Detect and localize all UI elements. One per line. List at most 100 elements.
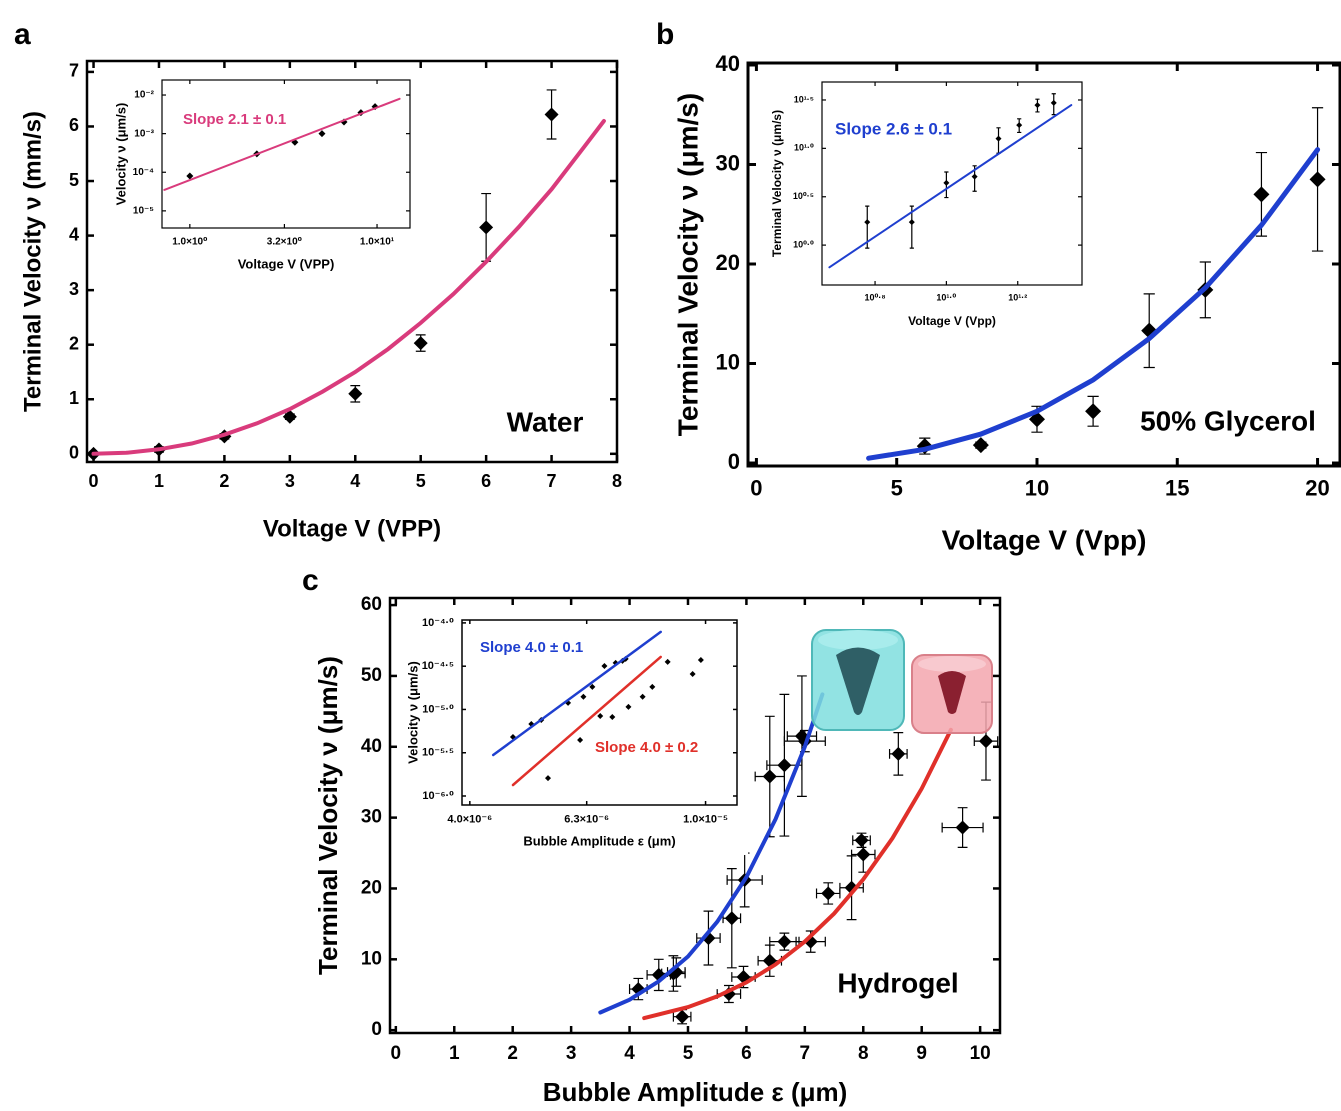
x-tick-label: 4 [350,471,360,491]
y-tick-label: 10¹·⁵ [794,94,814,104]
x-tick-label: 1 [154,471,164,491]
x-axis-label: Bubble Amplitude ε (μm) [523,833,675,848]
data-point [589,683,596,690]
x-axis-label: Voltage V (Vpp) [942,524,1147,555]
panel: 0 1 2 3 4 5 6 7 8 0 1 2 3 4 5 6 7 Voltage V (VPP) Terminal… [14,18,622,542]
x-tick-label: 2 [219,471,229,491]
data-point [675,1009,690,1024]
x-tick-label: 0 [391,1043,402,1064]
x-tick-label: 5 [416,471,426,491]
bubble-cone [938,671,966,714]
panel-label: b [656,18,674,51]
y-tick-label: 10⁻⁵·⁰ [422,703,454,715]
annotation: Slope 4.0 ± 0.1 [480,639,583,656]
x-axis-label: Voltage V (VPP) [238,256,335,271]
y-tick-label: 0 [69,443,79,463]
x-tick-label: 2 [507,1043,518,1064]
data-point [601,662,608,669]
bubble-cone [836,647,880,715]
data-point [971,173,978,180]
data-point [1016,122,1023,129]
x-tick-label: 10¹·² [1008,293,1027,303]
data-point [689,670,696,677]
y-tick-label: 10⁰·⁰ [793,239,814,249]
panel: 0 1 2 3 4 5 6 7 8 9 10 0 10 20 30 40 50 60 Bubble Amplitud… [302,564,1002,1107]
data-point [943,179,950,186]
x-tick-label: 10 [1025,475,1049,500]
y-tick-label: 10⁻⁵ [133,206,154,217]
fit-line [511,655,662,787]
y-tick-label: 40 [361,736,382,757]
x-tick-label: 8 [858,1043,869,1064]
fit-line [828,104,1073,269]
data-point [664,658,671,665]
y-tick-label: 2 [69,333,79,353]
y-tick-label: 30 [361,807,382,828]
y-tick-label: 1 [69,388,79,408]
fit-line [642,727,953,1021]
inset-background [760,72,1092,337]
y-axis-label: Terminal Velocity ν (μm/s) [672,93,703,436]
data-point [348,386,363,401]
data-point [318,130,326,138]
x-tick-label: 1.0×10⁻⁵ [683,814,728,826]
y-tick-label: 10⁻⁴ [133,167,154,178]
y-tick-label: 40 [716,51,740,76]
y-tick-label: 10 [716,349,740,374]
plot-frame [821,81,1083,286]
x-tick-label: 0 [89,471,99,491]
y-tick-label: 10 [361,948,382,969]
data-point [724,911,739,926]
x-tick-label: 3.2×10⁰ [267,237,302,248]
annotation: Water [507,406,584,437]
plot-frame [388,596,1002,1035]
y-axis-label: Velocity ν (μm/s) [113,103,128,206]
data-point [597,712,604,719]
x-tick-label: 6.3×10⁻⁶ [564,814,609,826]
y-axis-label: Terminal Velocity ν (mm/s) [19,111,46,412]
x-axis-label: Voltage V (VPP) [263,515,441,542]
y-tick-label: 5 [69,170,79,190]
data-point [609,713,616,720]
y-tick-label: 60 [361,594,382,615]
data-point [544,107,559,122]
panel: 0 5 10 15 20 0 10 20 30 40 Voltage V (Vpp) Terminal… [656,18,1341,555]
annotation: Slope 2.6 ± 0.1 [835,119,952,138]
annotation: Slope 2.1 ± 0.1 [183,111,286,128]
y-axis-label: Velocity ν (μm/s) [405,661,420,764]
data-point [697,656,704,663]
data-point [186,172,194,180]
cyan-gel-cube [811,629,905,731]
x-tick-label: 0 [750,475,762,500]
data-point [978,734,993,749]
x-axis-label: Voltage V (Vpp) [908,314,996,328]
data-point [1309,171,1326,188]
panel: 1.0×10⁰ 3.2×10⁰ 1.0×10¹ 10⁻⁵ 10⁻⁴ 10⁻³ 10⁻² Vol… [105,68,420,280]
data-point [1085,403,1102,420]
y-tick-label: 7 [69,61,79,81]
plot-frame [85,59,619,464]
data-point [777,758,792,773]
data-point [625,703,632,710]
x-tick-label: 5 [891,475,903,500]
y-tick-label: 50 [361,665,382,686]
x-tick-label: 8 [612,471,622,491]
data-point [891,746,906,761]
y-tick-label: 10¹·⁰ [794,143,814,153]
plot-frame [746,61,1341,468]
annotation: Slope 4.0 ± 0.2 [595,739,698,756]
y-tick-label: 0 [728,449,740,474]
y-tick-label: 10⁻⁶·⁰ [422,790,454,802]
x-axis-label: Bubble Amplitude ε (μm) [543,1077,848,1107]
cube-top [918,656,986,672]
y-axis-label: Terminal Velocity ν (μm/s) [770,110,784,257]
x-tick-label: 4 [624,1043,635,1064]
x-tick-label: 1.0×10⁰ [172,237,207,248]
data-point [955,820,970,835]
inset-background [105,68,420,280]
x-tick-label: 3 [285,471,295,491]
y-tick-label: 20 [361,877,382,898]
plot-frame [461,619,738,806]
